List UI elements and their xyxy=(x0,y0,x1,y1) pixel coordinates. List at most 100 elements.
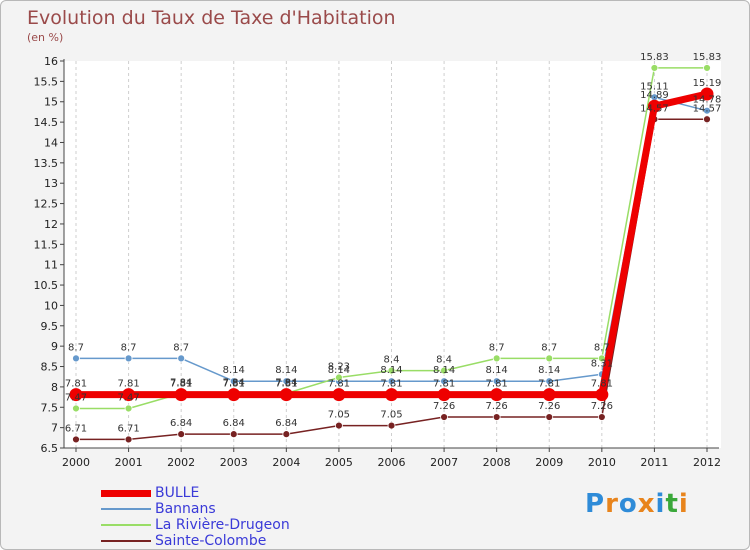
legend-swatch xyxy=(101,489,151,497)
data-point-bulle xyxy=(69,388,83,402)
data-label-bannans: 8.7 xyxy=(121,342,137,353)
data-point-bulle xyxy=(647,99,661,113)
data-point-bulle xyxy=(279,388,293,402)
x-tick-label: 2008 xyxy=(483,456,511,469)
y-tick-label: 10.5 xyxy=(34,279,59,292)
data-point-bannans xyxy=(124,354,133,363)
x-tick-label: 2005 xyxy=(325,456,353,469)
data-point-bulle xyxy=(490,388,504,402)
y-tick-label: 14.5 xyxy=(34,116,59,129)
logo-letter: x xyxy=(637,489,656,519)
legend-item: Sainte-Colombe xyxy=(101,533,290,549)
y-tick-label: 16 xyxy=(44,55,58,68)
y-tick-label: 12 xyxy=(44,218,58,231)
logo-letter: i xyxy=(678,489,689,519)
legend-item: La Rivière-Drugeon xyxy=(101,517,290,533)
legend-swatch xyxy=(101,508,151,510)
data-label-la-riviere-drugeon: 7.47 xyxy=(65,392,87,403)
y-tick-label: 10 xyxy=(44,299,58,312)
y-tick-label: 12.5 xyxy=(34,198,59,211)
data-point-bulle xyxy=(174,388,188,402)
legend-label: Sainte-Colombe xyxy=(155,533,267,549)
logo-letter: P xyxy=(585,489,606,519)
logo-letter: i xyxy=(655,489,666,519)
data-point-sainte-colombe xyxy=(177,430,186,439)
data-point-la-riviere-drugeon xyxy=(124,404,133,413)
data-point-bannans xyxy=(282,377,291,386)
x-tick-label: 2012 xyxy=(693,456,721,469)
data-label-la-riviere-drugeon: 8.23 xyxy=(328,362,350,373)
chart-subtitle: (en %) xyxy=(27,31,64,44)
data-label-bannans: 15.11 xyxy=(640,81,669,92)
data-label-sainte-colombe: 7.26 xyxy=(538,401,560,412)
data-point-sainte-colombe xyxy=(440,413,448,421)
data-label-bannans: 8.7 xyxy=(173,342,189,353)
data-point-la-riviere-drugeon xyxy=(335,373,343,382)
data-point-bulle xyxy=(437,388,451,402)
data-label-sainte-colombe: 7.05 xyxy=(380,410,402,421)
y-tick-label: 11.5 xyxy=(34,238,59,251)
legend-swatch xyxy=(101,524,151,526)
x-tick-label: 2011 xyxy=(640,456,668,469)
data-point-la-riviere-drugeon xyxy=(492,354,501,363)
legend-label: Bannans xyxy=(155,501,216,517)
legend-item: Bannans xyxy=(101,501,290,517)
data-label-sainte-colombe: 6.71 xyxy=(65,423,87,434)
data-point-sainte-colombe xyxy=(124,435,133,444)
x-tick-label: 2002 xyxy=(167,456,195,469)
chart-title: Evolution du Taux de Taxe d'Habitation xyxy=(27,7,396,29)
data-label-sainte-colombe: 14.57 xyxy=(693,103,722,114)
data-label-bulle: 7.81 xyxy=(223,379,245,390)
y-tick-label: 15.5 xyxy=(34,75,59,88)
data-label-bulle: 7.81 xyxy=(486,379,508,390)
x-tick-label: 2004 xyxy=(272,456,300,469)
y-tick-label: 11 xyxy=(44,259,58,272)
data-label-bannans: 14.78 xyxy=(693,95,722,106)
data-label-la-riviere-drugeon: 7.47 xyxy=(117,392,139,403)
data-label-la-riviere-drugeon: 7.84 xyxy=(275,377,297,388)
data-label-bannans: 8.14 xyxy=(538,365,560,376)
x-tick-label: 2000 xyxy=(62,456,90,469)
legend-item: BULLE xyxy=(101,485,290,501)
data-label-la-riviere-drugeon: 8.7 xyxy=(489,342,505,353)
data-label-bulle: 7.81 xyxy=(380,379,402,390)
data-label-la-riviere-drugeon: 7.84 xyxy=(223,377,245,388)
data-point-bannans xyxy=(229,377,238,386)
data-point-sainte-colombe xyxy=(229,430,238,439)
data-label-bannans: 8.14 xyxy=(486,365,508,376)
data-label-bannans: 8.14 xyxy=(380,365,402,376)
data-point-sainte-colombe xyxy=(597,413,606,421)
legend-label: La Rivière-Drugeon xyxy=(155,517,290,533)
data-label-la-riviere-drugeon: 15.83 xyxy=(640,52,669,63)
data-point-bannans xyxy=(492,377,501,386)
data-point-bannans xyxy=(72,354,80,363)
data-point-la-riviere-drugeon xyxy=(650,64,659,72)
data-point-sainte-colombe xyxy=(335,421,343,430)
x-tick-label: 2010 xyxy=(588,456,616,469)
data-label-sainte-colombe: 7.26 xyxy=(486,401,508,412)
data-label-la-riviere-drugeon: 7.84 xyxy=(170,377,192,388)
y-tick-label: 9 xyxy=(51,340,58,353)
data-point-bulle xyxy=(332,388,346,402)
legend-label: BULLE xyxy=(155,485,200,501)
x-tick-label: 2003 xyxy=(220,456,248,469)
data-point-bannans xyxy=(703,106,711,115)
data-label-la-riviere-drugeon: 8.4 xyxy=(436,355,452,366)
y-tick-label: 13.5 xyxy=(34,157,59,170)
y-tick-label: 8.5 xyxy=(41,361,59,374)
data-label-sainte-colombe: 6.84 xyxy=(275,418,297,429)
data-point-sainte-colombe xyxy=(72,435,80,444)
y-tick-label: 14 xyxy=(44,136,58,149)
data-point-bulle xyxy=(595,388,609,402)
x-tick-label: 2009 xyxy=(535,456,563,469)
data-point-bannans xyxy=(387,377,396,386)
y-tick-label: 15 xyxy=(44,96,58,109)
data-label-la-riviere-drugeon: 8.7 xyxy=(594,342,610,353)
data-label-bulle: 14.89 xyxy=(640,90,669,101)
data-label-bannans: 8.7 xyxy=(68,342,84,353)
x-tick-label: 2007 xyxy=(430,456,458,469)
data-label-bulle: 7.81 xyxy=(275,379,297,390)
data-point-bulle xyxy=(227,388,241,402)
data-point-bannans xyxy=(545,377,554,386)
